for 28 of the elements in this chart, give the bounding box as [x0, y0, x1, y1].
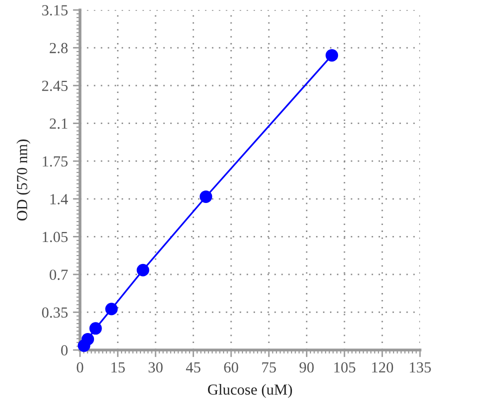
point [326, 49, 338, 62]
x-tick-label: 60 [224, 362, 238, 373]
y-tick-label: 1.05 [42, 232, 68, 242]
x-tick-label: 15 [111, 362, 125, 373]
x-tick-label: 75 [262, 362, 276, 373]
x-tick-label: 0 [76, 362, 84, 373]
y-tick-label: 3.15 [42, 5, 68, 16]
x-tick-label: 135 [410, 362, 431, 373]
x-tick-label: 120 [372, 362, 394, 373]
y-tick-label: 2.8 [50, 42, 68, 54]
y-tick-label: 0.35 [42, 307, 68, 318]
point [82, 332, 94, 346]
x-tick-label: 90 [300, 362, 314, 373]
point [89, 322, 102, 335]
x-tick-label: 105 [334, 362, 356, 373]
y-tick-label: 0 [61, 345, 68, 356]
x-axis-title: Glucose (uM) [208, 384, 292, 398]
y-tick-label: 1.75 [42, 156, 68, 167]
x-tick-label: 30 [148, 362, 163, 373]
point [200, 190, 212, 203]
y-tick-label: 0.7 [50, 270, 68, 280]
y-tick-label: 2.1 [50, 118, 68, 129]
y-tick-label: 1.4 [50, 194, 68, 204]
y-tick-label: 2.45 [42, 80, 68, 92]
x-tick-label: 45 [186, 362, 200, 373]
point [105, 302, 118, 316]
y-axis-title: OD (570 nm) [16, 140, 30, 221]
point [136, 264, 150, 276]
